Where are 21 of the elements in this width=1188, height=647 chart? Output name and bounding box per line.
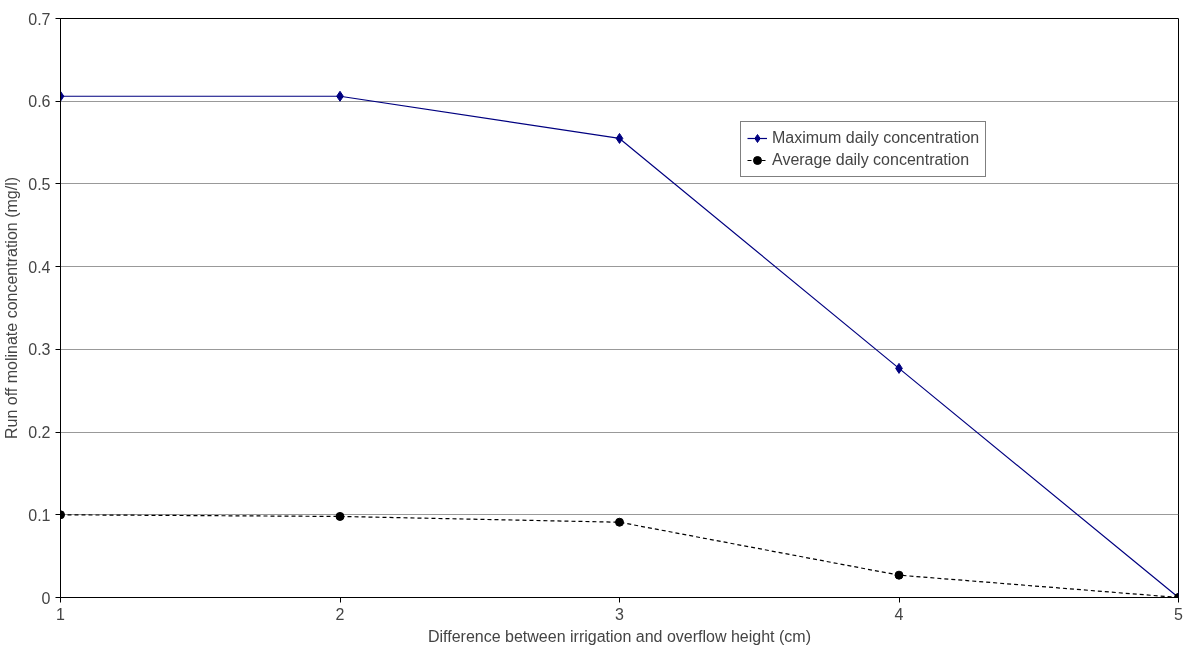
y-tick-label: 0.4	[28, 258, 51, 276]
x-tick-label: 3	[615, 605, 625, 623]
point	[615, 517, 624, 527]
y-tick-label: 0.5	[28, 175, 51, 193]
y-tick-label: 0.3	[28, 341, 51, 359]
x-tick-label: 4	[894, 605, 904, 623]
y-tick-label: 0.6	[28, 93, 51, 111]
point	[615, 132, 624, 144]
x-tick-label: 1	[56, 605, 66, 623]
y-tick-label: 0.7	[28, 10, 51, 28]
y-tick-label: 0	[41, 589, 51, 607]
legend-label: Maximum daily concentration	[772, 129, 980, 147]
legend-label: Average daily concentration	[772, 151, 970, 169]
x-tick-label: 5	[1174, 605, 1184, 623]
point	[335, 511, 345, 521]
y-axis-title: Run off molinate concentration (mg/l)	[3, 176, 21, 440]
y-tick-label: 0.1	[28, 506, 51, 524]
x-tick-label: 2	[335, 605, 345, 623]
x-axis-title: Difference between irrigation and overflow height (cm)	[428, 627, 812, 645]
y-tick-label: 0.2	[28, 424, 51, 442]
point	[894, 570, 904, 580]
